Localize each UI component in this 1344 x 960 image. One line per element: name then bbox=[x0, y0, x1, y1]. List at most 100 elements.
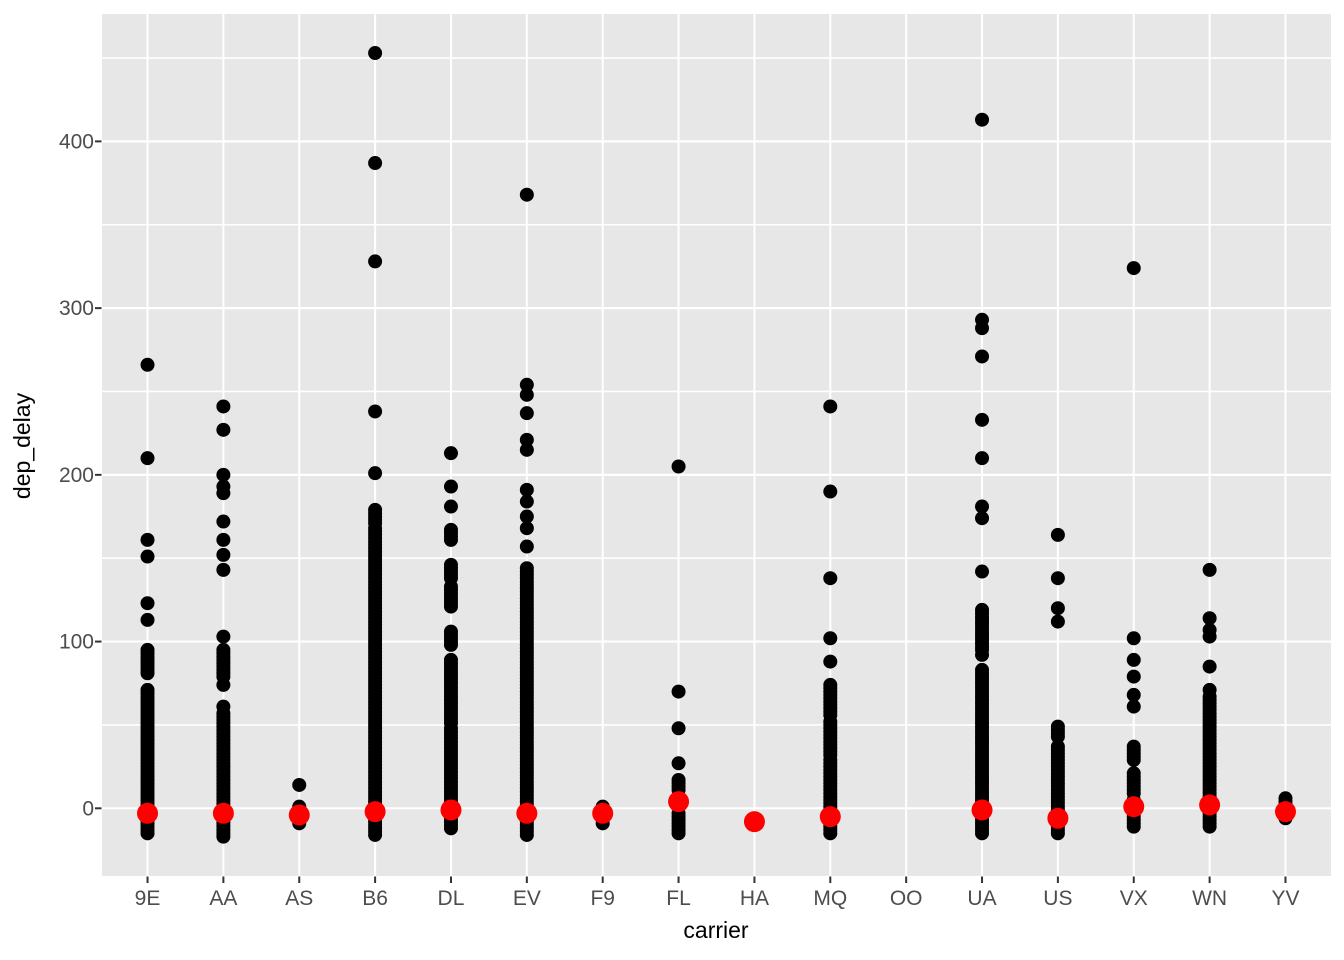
median-point-DL bbox=[440, 799, 462, 821]
outlier-point bbox=[1050, 571, 1065, 586]
median-point-MQ bbox=[819, 806, 841, 828]
median-point-US bbox=[1047, 807, 1069, 829]
outlier-point bbox=[1126, 261, 1141, 276]
carrier-column-EV bbox=[519, 187, 534, 842]
x-tick-label-FL: FL bbox=[666, 887, 691, 910]
x-tick-label-B6: B6 bbox=[362, 887, 388, 910]
median-point-YV bbox=[1274, 801, 1296, 823]
outlier-point bbox=[671, 756, 686, 771]
carrier-column-FL bbox=[671, 459, 686, 841]
x-tick-label-WN: WN bbox=[1192, 887, 1227, 910]
outlier-point bbox=[368, 156, 383, 171]
outlier-point bbox=[1050, 527, 1065, 542]
data-point bbox=[823, 677, 838, 692]
data-point bbox=[216, 642, 231, 657]
outlier-point bbox=[1126, 699, 1141, 714]
y-tick-label-200: 200 bbox=[59, 464, 94, 487]
data-point bbox=[443, 721, 458, 736]
data-point bbox=[368, 502, 383, 517]
outlier-point bbox=[1202, 629, 1217, 644]
outlier-point bbox=[1126, 631, 1141, 646]
outlier-point bbox=[140, 532, 155, 547]
x-tick-label-F9: F9 bbox=[590, 887, 615, 910]
data-point bbox=[823, 752, 838, 767]
outlier-point bbox=[216, 399, 231, 414]
outlier-point bbox=[443, 499, 458, 514]
x-axis-tick-labels: 9E AA AS B6 DL EV F9 FL HA MQ OO UA US VX WN YV bbox=[135, 887, 1300, 910]
outlier-point bbox=[216, 532, 231, 547]
outlier-point bbox=[823, 484, 838, 499]
data-point bbox=[1050, 739, 1065, 754]
outlier-point bbox=[519, 377, 534, 392]
outlier-point bbox=[140, 596, 155, 611]
data-point bbox=[443, 579, 458, 594]
data-point bbox=[368, 521, 383, 536]
outlier-point bbox=[1050, 601, 1065, 616]
data-point bbox=[140, 682, 155, 697]
outlier-point bbox=[368, 46, 383, 61]
median-points-layer bbox=[137, 791, 1296, 833]
outlier-point bbox=[975, 647, 990, 662]
data-point bbox=[443, 522, 458, 537]
outlier-point bbox=[519, 539, 534, 554]
data-point bbox=[519, 561, 534, 576]
x-tick-label-EV: EV bbox=[513, 887, 541, 910]
outlier-point bbox=[1126, 669, 1141, 684]
data-point bbox=[1050, 719, 1065, 734]
outlier-point bbox=[975, 451, 990, 466]
outlier-point bbox=[216, 677, 231, 692]
data-point bbox=[443, 652, 458, 667]
median-point-B6 bbox=[364, 801, 386, 823]
y-tick-label-0: 0 bbox=[82, 797, 94, 820]
outlier-point bbox=[519, 432, 534, 447]
outlier-point bbox=[519, 482, 534, 497]
outlier-point bbox=[519, 442, 534, 457]
x-tick-label-9E: 9E bbox=[135, 887, 161, 910]
outlier-point bbox=[368, 466, 383, 481]
outlier-point bbox=[519, 494, 534, 509]
outlier-point bbox=[140, 549, 155, 564]
x-tick-label-UA: UA bbox=[967, 887, 996, 910]
data-point bbox=[671, 772, 686, 787]
outlier-point bbox=[216, 699, 231, 714]
x-tick-label-AA: AA bbox=[209, 887, 237, 910]
x-tick-label-OO: OO bbox=[890, 887, 923, 910]
x-tick-label-HA: HA bbox=[740, 887, 769, 910]
outlier-point bbox=[216, 422, 231, 437]
y-tick-label-400: 400 bbox=[59, 130, 94, 153]
x-tick-label-US: US bbox=[1043, 887, 1072, 910]
carrier-column-MQ bbox=[823, 399, 838, 841]
outlier-point bbox=[1202, 682, 1217, 697]
data-point bbox=[1126, 766, 1141, 781]
carrier-column-UA bbox=[975, 112, 990, 841]
carrier-column-DL bbox=[443, 446, 458, 836]
outlier-point bbox=[975, 564, 990, 579]
outlier-point bbox=[671, 721, 686, 736]
outlier-point bbox=[216, 629, 231, 644]
median-point-FL bbox=[668, 791, 690, 813]
outlier-point bbox=[216, 467, 231, 482]
outlier-point bbox=[1202, 659, 1217, 674]
outlier-point bbox=[368, 404, 383, 419]
outlier-point bbox=[216, 514, 231, 529]
outlier-point bbox=[519, 521, 534, 536]
outlier-point bbox=[975, 112, 990, 127]
gridlines-minor bbox=[102, 57, 1331, 726]
data-point bbox=[1126, 739, 1141, 754]
outlier-point bbox=[671, 684, 686, 699]
outlier-point bbox=[216, 486, 231, 501]
data-point bbox=[140, 642, 155, 657]
median-point-HA bbox=[743, 811, 765, 833]
x-tick-label-MQ: MQ bbox=[813, 887, 847, 910]
data-point bbox=[443, 624, 458, 639]
median-point-EV bbox=[516, 802, 538, 824]
outlier-point bbox=[519, 387, 534, 402]
median-point-VX bbox=[1123, 796, 1145, 818]
data-point bbox=[1050, 792, 1065, 807]
outlier-point bbox=[1126, 652, 1141, 667]
carrier-column-9E bbox=[140, 357, 155, 841]
data-point bbox=[823, 714, 838, 729]
median-point-WN bbox=[1199, 794, 1221, 816]
median-point-F9 bbox=[592, 802, 614, 824]
